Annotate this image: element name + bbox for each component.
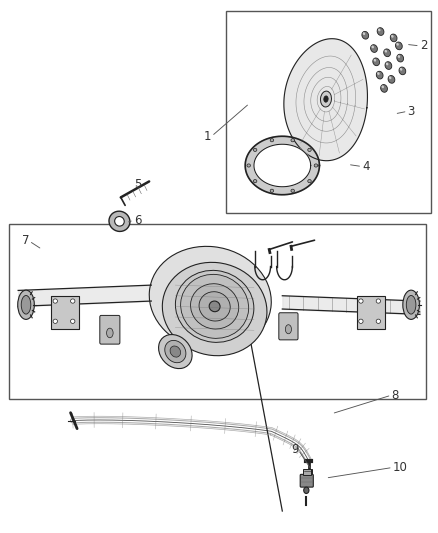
Ellipse shape (386, 62, 389, 66)
Ellipse shape (21, 295, 31, 314)
Ellipse shape (385, 62, 392, 69)
FancyBboxPatch shape (279, 313, 298, 340)
Ellipse shape (18, 290, 34, 319)
Text: 10: 10 (393, 461, 408, 474)
Ellipse shape (170, 346, 180, 357)
Ellipse shape (376, 71, 383, 79)
Text: 6: 6 (134, 214, 141, 227)
Ellipse shape (270, 139, 274, 142)
Polygon shape (284, 39, 367, 160)
Ellipse shape (180, 274, 249, 338)
Ellipse shape (376, 299, 381, 303)
Ellipse shape (308, 148, 311, 151)
Ellipse shape (209, 301, 220, 312)
Polygon shape (245, 136, 319, 195)
FancyBboxPatch shape (100, 316, 120, 344)
Ellipse shape (314, 164, 318, 167)
Ellipse shape (321, 91, 332, 107)
Ellipse shape (371, 45, 378, 52)
Text: 1: 1 (204, 130, 212, 143)
Ellipse shape (388, 76, 395, 83)
Ellipse shape (286, 325, 291, 334)
Text: 7: 7 (21, 235, 29, 247)
Ellipse shape (385, 50, 387, 53)
Ellipse shape (109, 211, 130, 231)
Ellipse shape (381, 85, 388, 92)
Ellipse shape (391, 35, 394, 38)
Ellipse shape (71, 299, 75, 303)
Ellipse shape (399, 67, 406, 75)
Ellipse shape (270, 189, 274, 192)
Bar (304, 469, 312, 474)
Ellipse shape (363, 33, 365, 35)
Ellipse shape (253, 148, 257, 151)
Ellipse shape (384, 49, 391, 56)
Ellipse shape (389, 76, 392, 79)
Ellipse shape (378, 29, 381, 31)
Bar (226, 11, 431, 213)
Ellipse shape (396, 42, 402, 50)
Text: 8: 8 (392, 389, 399, 402)
Ellipse shape (115, 216, 124, 226)
Ellipse shape (390, 34, 397, 42)
Ellipse shape (199, 292, 230, 321)
Ellipse shape (371, 45, 374, 49)
Ellipse shape (291, 139, 294, 142)
Ellipse shape (362, 31, 369, 39)
Ellipse shape (376, 319, 381, 324)
Ellipse shape (159, 335, 192, 369)
Ellipse shape (53, 319, 57, 324)
Bar (51, 296, 79, 329)
Ellipse shape (247, 164, 251, 167)
Ellipse shape (377, 72, 380, 75)
Ellipse shape (71, 319, 75, 324)
Ellipse shape (359, 319, 363, 324)
Text: 2: 2 (420, 39, 427, 52)
Ellipse shape (149, 246, 271, 350)
Ellipse shape (162, 262, 267, 356)
Ellipse shape (175, 270, 254, 342)
Ellipse shape (106, 328, 113, 338)
Bar (303, 469, 311, 475)
Ellipse shape (377, 28, 384, 35)
Ellipse shape (291, 189, 294, 192)
Text: 9: 9 (291, 443, 298, 456)
Text: 4: 4 (362, 160, 370, 173)
Ellipse shape (253, 180, 257, 183)
Ellipse shape (308, 180, 311, 183)
Ellipse shape (165, 341, 186, 363)
Text: 5: 5 (134, 177, 141, 191)
FancyBboxPatch shape (300, 474, 313, 487)
Ellipse shape (397, 54, 403, 62)
Ellipse shape (396, 43, 399, 46)
Ellipse shape (359, 299, 363, 303)
Bar (10, 224, 426, 399)
Polygon shape (254, 144, 311, 187)
Ellipse shape (374, 59, 376, 62)
Ellipse shape (403, 290, 420, 319)
Text: 3: 3 (408, 105, 415, 118)
Bar (357, 296, 385, 329)
Ellipse shape (53, 299, 57, 303)
Ellipse shape (406, 295, 416, 314)
Ellipse shape (398, 55, 400, 58)
Ellipse shape (381, 85, 384, 88)
Ellipse shape (400, 68, 403, 71)
Ellipse shape (304, 487, 309, 494)
Ellipse shape (191, 284, 239, 329)
Ellipse shape (373, 58, 380, 66)
Ellipse shape (324, 96, 328, 102)
